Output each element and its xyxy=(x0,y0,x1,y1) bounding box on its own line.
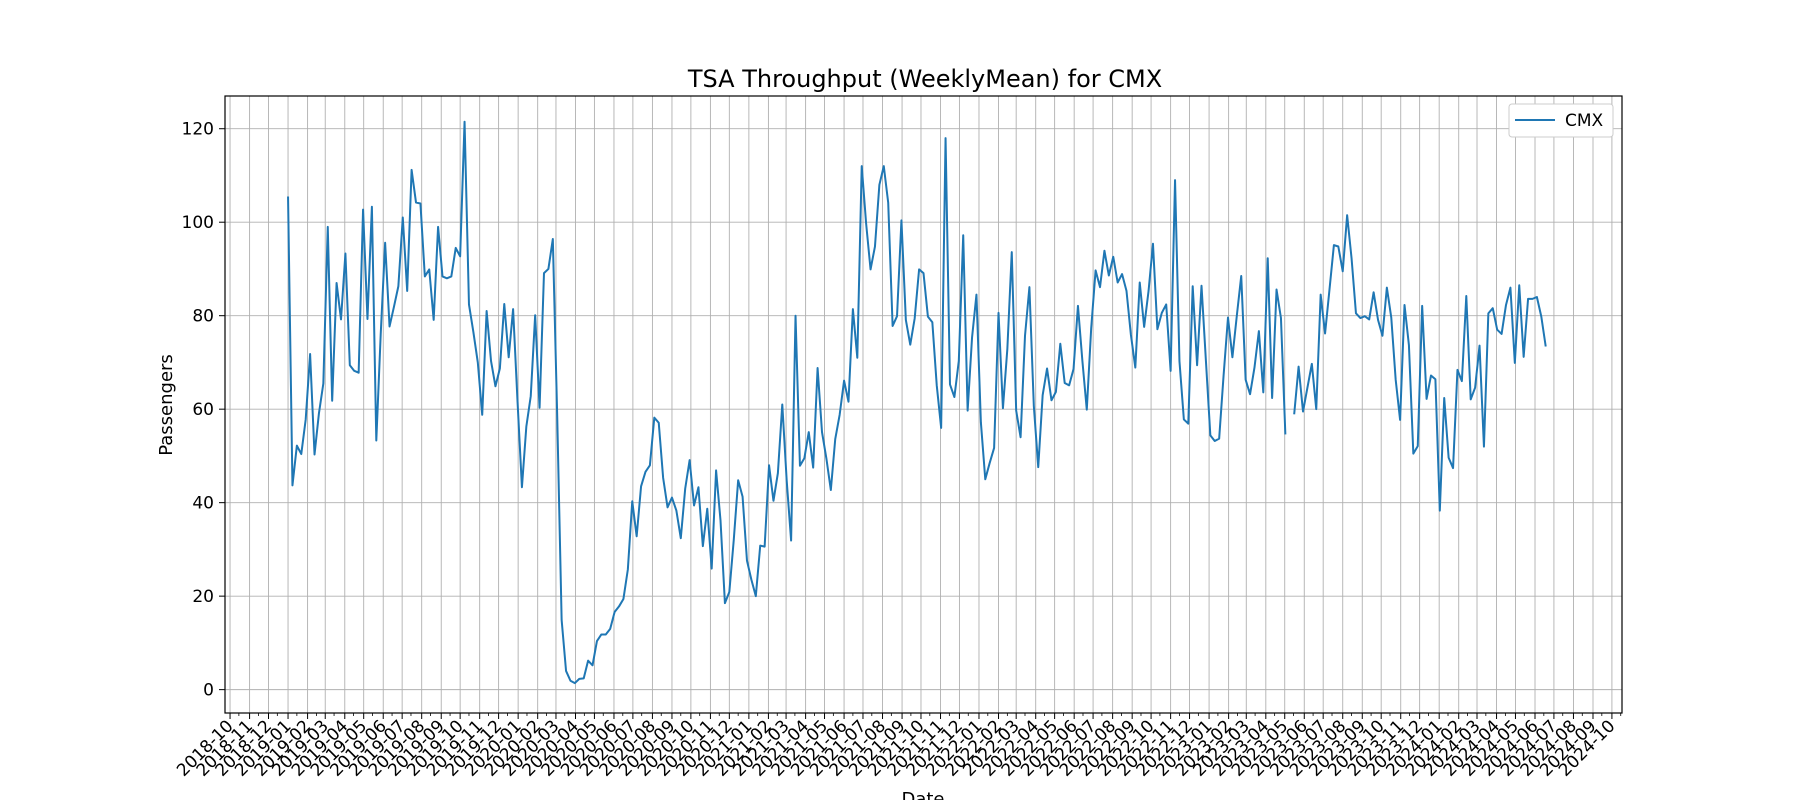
y-tick-label: 80 xyxy=(192,307,214,327)
plot-frame xyxy=(224,95,1623,714)
y-axis-label: Passengers xyxy=(156,354,177,456)
grid xyxy=(225,96,1622,713)
legend-box xyxy=(1508,103,1614,138)
legend-label-cmx: CMX xyxy=(1565,111,1604,131)
series-line-cmx xyxy=(287,120,1547,685)
y-axis: 0 20 40 60 80 100 120 xyxy=(182,120,225,701)
legend: CMX xyxy=(1508,103,1614,138)
chart-title: TSA Throughput (WeeklyMean) for CMX xyxy=(687,65,1162,93)
y-tick-label: 0 xyxy=(203,681,214,701)
y-tick-label: 60 xyxy=(192,400,214,420)
y-tick-label: 40 xyxy=(192,494,214,514)
series-layer xyxy=(287,120,1547,685)
y-tick-label: 20 xyxy=(192,587,214,607)
x-axis: 2018-102018-112018-122019-012019-022019-… xyxy=(173,713,1622,781)
x-axis-label: Date xyxy=(901,789,944,800)
y-tick-label: 120 xyxy=(182,120,214,140)
y-tick-label: 100 xyxy=(182,213,214,233)
